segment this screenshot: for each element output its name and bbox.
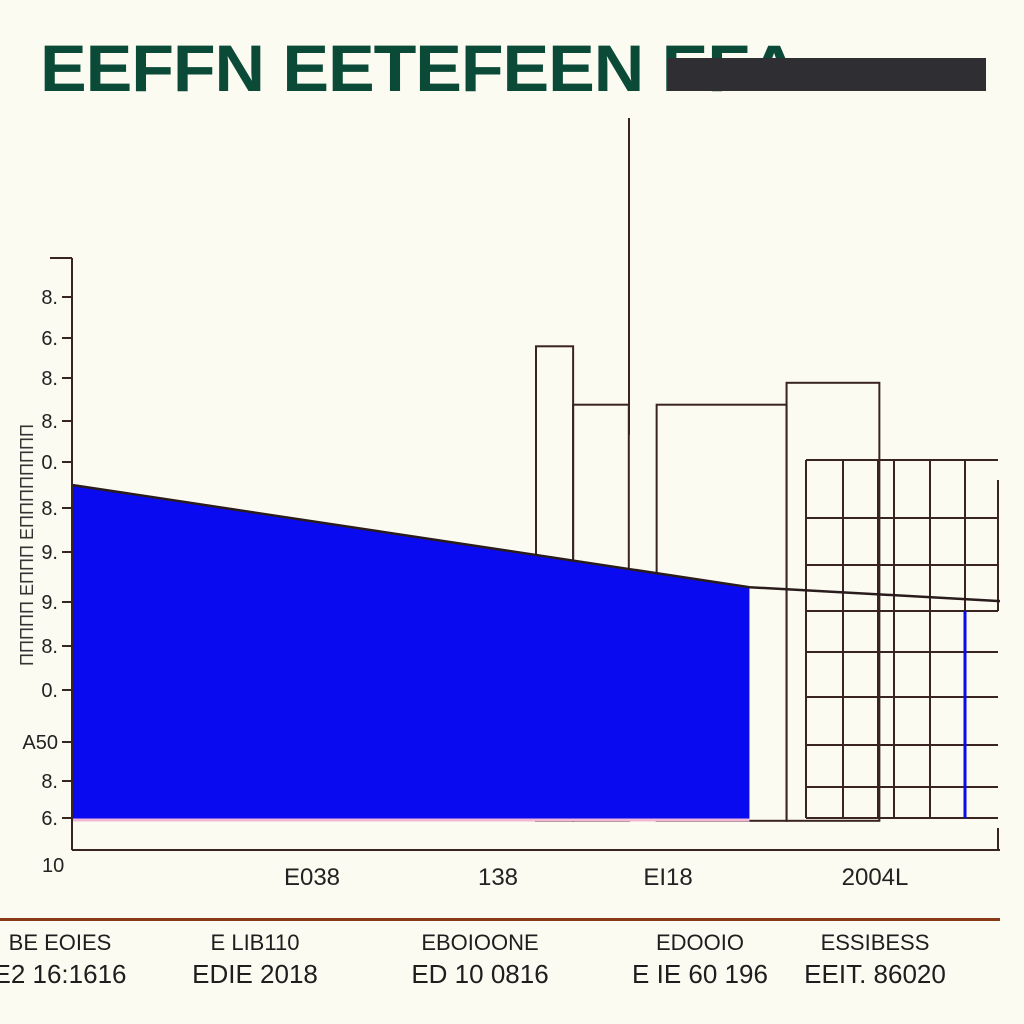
footer-line1: EDOOIO [655,930,744,955]
axis-layer [50,257,1000,851]
footer-line2: EEIT. 86020 [804,959,946,989]
footer-column: EDOOIO E IE 60 196 [605,930,795,992]
y-tick-label: A50 [22,732,58,754]
footer-column: E LIB110 EDIE 2018 [160,930,350,992]
footer-line2: E IE 60 196 [632,959,768,989]
footer-line1: EBOIOONE [421,930,539,955]
footer-line1: ESSIBESS [820,930,930,955]
y-tick-label: 6. [41,328,58,350]
x-tick-label: 2004L [842,864,909,891]
x-tick-label: E038 [284,864,340,891]
x-tick-label: 138 [478,864,518,891]
grid-layer [805,459,999,819]
area-chart: 8. 6. 8. 8. 0. 8. 9. 9. 8. 0. A50 8. 6. 10 ΠΠΠΠΠ ΕΠΠΠ … [17,118,1001,891]
footer-line2: E2 16:1616 [0,959,127,989]
footer-line1: BE EOIES [8,930,112,955]
bar [785,381,881,822]
footer-line2: ED 10 0816 [411,959,549,989]
y-tick-label: 8. [41,411,58,433]
y-tick-label: 8. [41,636,58,658]
title-bar [668,58,986,91]
footer-column: EBOIOONE ED 10 0816 [385,930,575,992]
y-tick-label: 0. [41,452,58,474]
axis-origin-label: 10 [42,855,64,877]
footer-line2: EDIE 2018 [192,959,318,989]
label-layer: 8. 6. 8. 8. 0. 8. 9. 9. 8. 0. A50 8. 6. 10 ΠΠΠΠΠ ΕΠΠΠ … [17,287,908,891]
area-fill [72,485,750,820]
y-tick-label: 8. [41,287,58,309]
y-tick-label: 6. [41,808,58,830]
y-tick-label: 9. [41,542,58,564]
y-axis-label: ΠΠΠΠΠ ΕΠΠΠ ΕΠΠΠΠΠΠΠΠ [17,424,37,666]
footer-column: BE EOIES E2 16:1616 [0,930,155,992]
footer-column: ESSIBESS EEIT. 86020 [780,930,970,992]
footer-line1: E LIB110 [210,930,300,955]
footer-divider [0,918,1000,921]
y-tick-label: 0. [41,680,58,702]
x-tick-label: EI18 [643,864,692,891]
y-tick-label: 9. [41,592,58,614]
series-line [71,483,1001,603]
area-layer [71,483,1001,822]
y-tick-label: 8. [41,368,58,390]
y-tick-label: 8. [41,498,58,520]
y-tick-label: 8. [41,771,58,793]
